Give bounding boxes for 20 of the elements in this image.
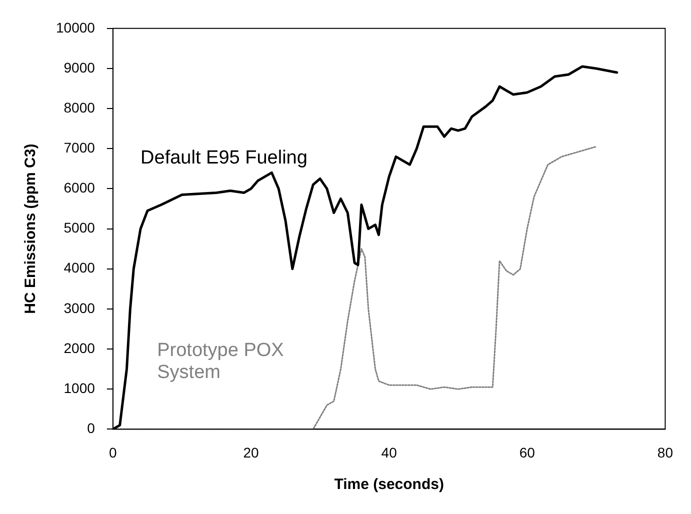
text: Prototype POX System — [157, 340, 284, 383]
x-tick-label: 20 — [243, 444, 259, 460]
x-tick-label: 60 — [519, 444, 536, 460]
y-tick-label: 5000 — [64, 220, 96, 236]
y-tick-label: 8000 — [64, 99, 96, 116]
x-tick-label: 0 — [109, 444, 118, 460]
y-axis-title: HC Emissions (ppm C3) — [22, 144, 40, 314]
y-tick-label: 10000 — [56, 19, 96, 36]
y-tick-label: 3000 — [64, 300, 96, 316]
y-tick-label: 2000 — [64, 340, 96, 356]
series-label: Default E95 Fueling — [140, 147, 308, 168]
y-tick-label: 7000 — [64, 140, 96, 156]
x-tick-label: 80 — [657, 444, 674, 460]
y-tick-label: 4000 — [64, 260, 96, 276]
y-tick-label: 1000 — [64, 380, 96, 396]
x-axis-title: Time (seconds) — [334, 476, 444, 494]
y-tick-label: 0 — [87, 420, 96, 436]
y-tick-label: 9000 — [64, 59, 96, 76]
y-tick-label: 6000 — [64, 180, 96, 196]
x-tick-label: 40 — [381, 444, 398, 460]
